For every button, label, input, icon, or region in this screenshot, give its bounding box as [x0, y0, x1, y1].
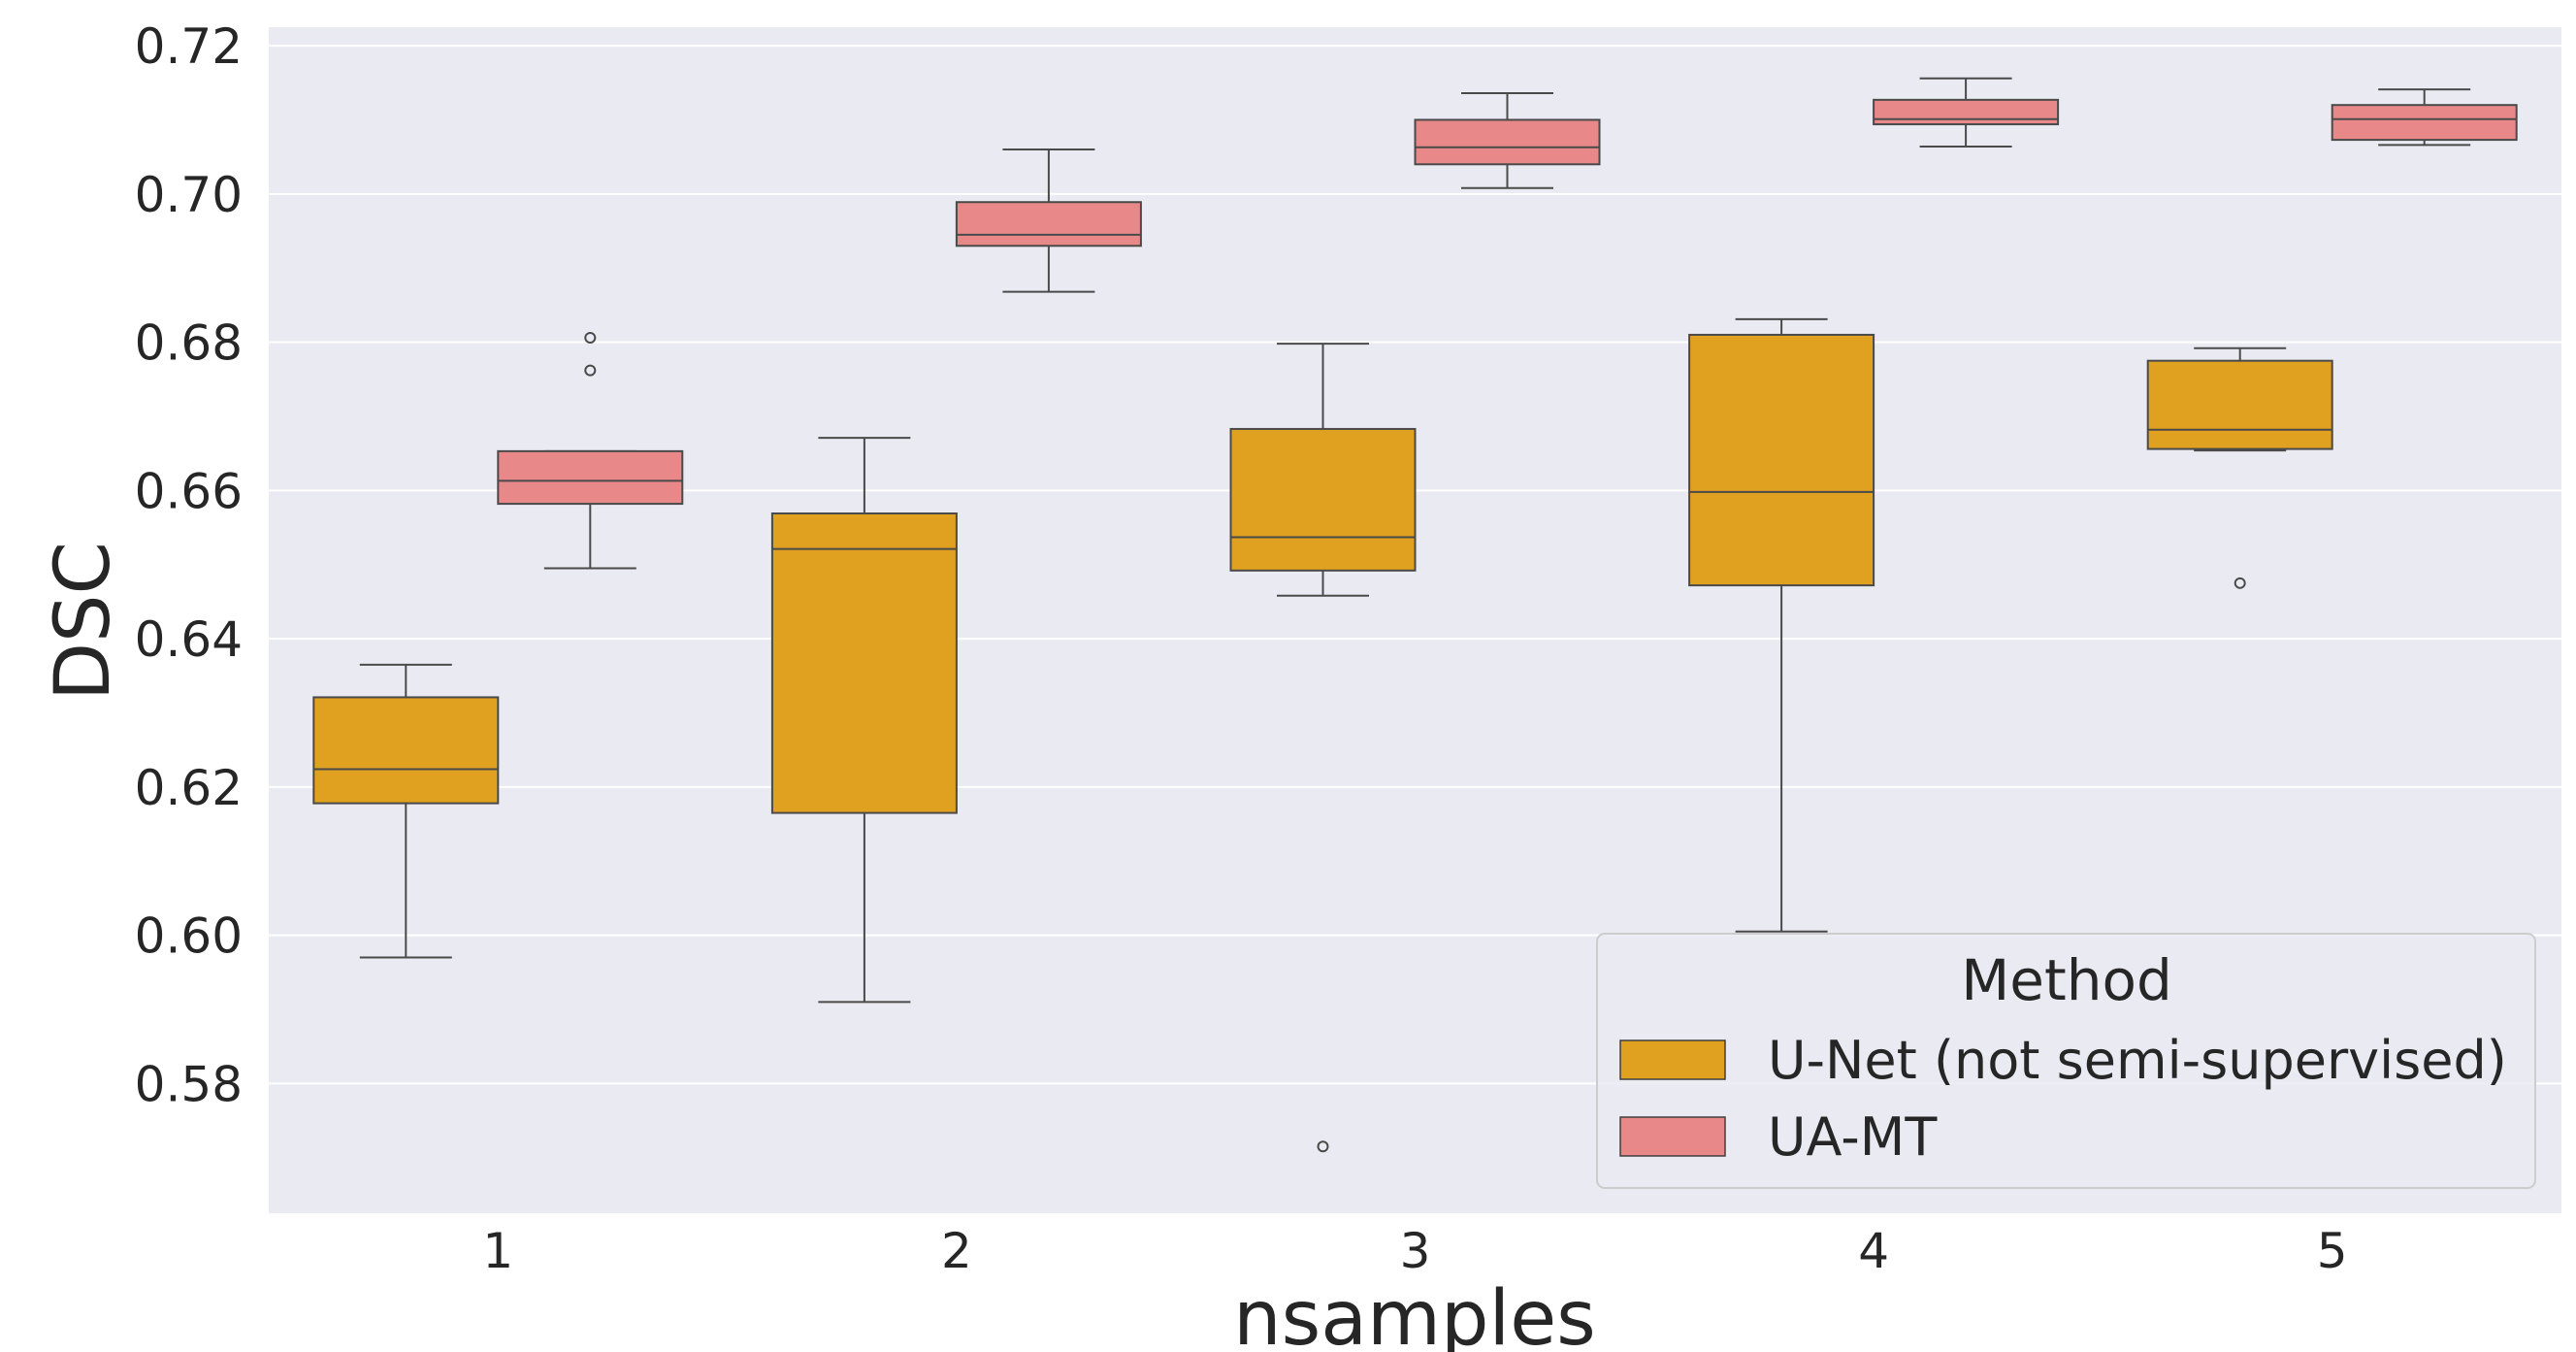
box-series-1	[497, 77, 2518, 570]
x-tick-label: 5	[2317, 1223, 2348, 1279]
legend-label-unet: U-Net (not semi-supervised)	[1768, 1030, 2507, 1091]
y-tick-label: 0.64	[135, 611, 243, 668]
box	[1873, 98, 2060, 126]
box	[1414, 118, 1601, 166]
legend-label-uamt: UA-MT	[1768, 1106, 1938, 1168]
y-tick-label: 0.68	[135, 315, 243, 372]
box	[2331, 104, 2518, 142]
box	[2146, 359, 2333, 450]
legend-swatch-unet	[1619, 1039, 1726, 1080]
x-tick-label: 4	[1858, 1223, 1889, 1279]
y-axis-label: DSC	[40, 542, 127, 701]
legend: Method U-Net (not semi-supervised) UA-MT	[1596, 933, 2536, 1189]
box	[497, 449, 684, 506]
outlier-point	[584, 332, 597, 345]
box	[1688, 333, 1875, 587]
box	[770, 512, 958, 814]
x-tick-labels: 1 2 3 4 5	[482, 1223, 2347, 1279]
y-tick-label: 0.62	[135, 760, 243, 816]
y-tick-label: 0.58	[135, 1056, 243, 1112]
y-tick-label: 0.60	[135, 908, 243, 965]
box-series-0	[312, 317, 2333, 1153]
outlier-point	[584, 364, 597, 377]
y-tick-labels: 0.58 0.60 0.62 0.64 0.66 0.68 0.70 0.72	[135, 18, 243, 1112]
x-tick-label: 2	[941, 1223, 972, 1279]
legend-title: Method	[1961, 947, 2172, 1013]
x-tick-label: 3	[1400, 1223, 1431, 1279]
outlier-point	[1317, 1140, 1329, 1153]
outlier-point	[2234, 577, 2246, 589]
y-tick-label: 0.72	[135, 18, 243, 75]
y-tick-label: 0.66	[135, 463, 243, 519]
y-tick-label: 0.70	[135, 167, 243, 223]
box	[1229, 427, 1417, 572]
legend-frame	[1596, 933, 2536, 1189]
x-axis-label: nsamples	[1233, 1275, 1596, 1352]
box	[312, 696, 500, 805]
legend-swatch-uamt	[1619, 1116, 1726, 1157]
box-series	[312, 77, 2518, 1153]
x-tick-label: 1	[482, 1223, 513, 1279]
grid-lines	[269, 45, 2561, 1085]
box	[955, 201, 1142, 247]
